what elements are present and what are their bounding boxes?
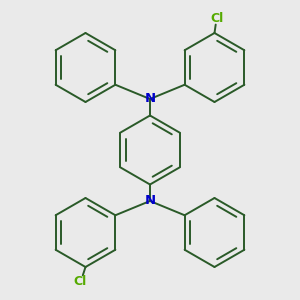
Text: N: N [144,92,156,106]
Text: N: N [144,194,156,208]
Text: Cl: Cl [74,275,87,288]
Text: Cl: Cl [210,12,224,25]
